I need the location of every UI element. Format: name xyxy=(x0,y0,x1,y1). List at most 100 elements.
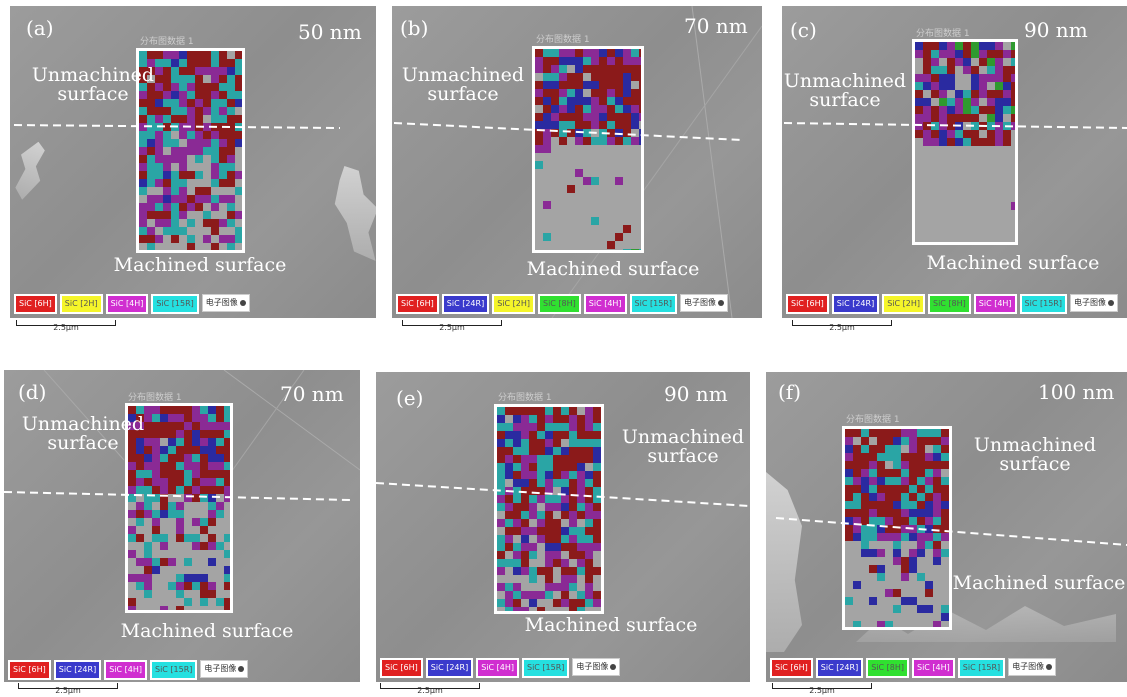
legend-chip: SiC [4H] xyxy=(583,294,627,314)
phase-cell xyxy=(639,73,641,81)
phase-cell xyxy=(147,227,155,235)
phase-cell xyxy=(955,98,963,106)
phase-cell xyxy=(569,575,577,583)
phase-cell xyxy=(553,415,561,423)
phase-cell xyxy=(219,123,227,131)
phase-cell xyxy=(615,49,623,57)
panel-label: (d) xyxy=(18,380,47,404)
phase-cell xyxy=(128,422,136,430)
phase-cell xyxy=(861,533,869,541)
phase-cell xyxy=(639,57,641,65)
phase-cell xyxy=(933,445,941,453)
phase-cell xyxy=(155,123,163,131)
phase-cell xyxy=(979,90,987,98)
phase-cell xyxy=(931,138,939,146)
phase-cell xyxy=(869,477,877,485)
phase-cell xyxy=(192,534,200,542)
phase-cell xyxy=(200,438,208,446)
phase-cell xyxy=(139,235,147,243)
phase-cell xyxy=(947,106,955,114)
phase-cell xyxy=(171,211,179,219)
phase-cell xyxy=(163,91,171,99)
phase-cell xyxy=(192,446,200,454)
legend-chip: SiC [15R] xyxy=(957,658,1006,678)
depth-label: 70 nm xyxy=(684,14,748,38)
phase-cell xyxy=(567,81,575,89)
phase-cell xyxy=(513,559,521,567)
phase-cell xyxy=(521,543,529,551)
phase-cell xyxy=(211,139,219,147)
phase-cell xyxy=(559,89,567,97)
phase-cell xyxy=(168,462,176,470)
phase-cell xyxy=(224,430,230,438)
phase-cell xyxy=(931,66,939,74)
phase-cell xyxy=(537,455,545,463)
phase-cell xyxy=(497,479,505,487)
phase-cell xyxy=(203,91,211,99)
phase-cell xyxy=(845,445,853,453)
phase-cell xyxy=(569,495,577,503)
phase-cell xyxy=(168,486,176,494)
phase-cell xyxy=(995,82,1003,90)
phase-cell xyxy=(909,429,917,437)
phase-cell xyxy=(128,550,136,558)
phase-cell xyxy=(144,414,152,422)
phase-cell xyxy=(179,51,187,59)
phase-cell xyxy=(139,131,147,139)
phase-cell xyxy=(155,51,163,59)
phase-cell xyxy=(909,557,917,565)
phase-cell xyxy=(845,501,853,509)
phase-cell xyxy=(529,591,537,599)
phase-cell xyxy=(893,445,901,453)
phase-cell xyxy=(211,107,219,115)
phase-cell xyxy=(203,67,211,75)
phase-cell xyxy=(593,447,601,455)
phase-cell xyxy=(537,607,545,611)
phase-cell xyxy=(567,73,575,81)
phase-cell xyxy=(139,155,147,163)
phase-cell xyxy=(893,469,901,477)
phase-cell xyxy=(909,477,917,485)
phase-cell xyxy=(147,195,155,203)
phase-cell xyxy=(941,453,949,461)
phase-cell xyxy=(543,201,551,209)
phase-cell xyxy=(947,66,955,74)
phase-cell xyxy=(139,147,147,155)
phase-cell xyxy=(155,115,163,123)
phase-cell xyxy=(569,439,577,447)
phase-cell xyxy=(639,97,641,105)
phase-cell xyxy=(227,235,235,243)
phase-cell xyxy=(923,138,931,146)
phase-cell xyxy=(885,485,893,493)
phase-cell xyxy=(893,589,901,597)
phase-cell xyxy=(139,115,147,123)
phase-cell xyxy=(593,599,601,607)
phase-cell xyxy=(168,502,176,510)
phase-cell xyxy=(203,131,211,139)
phase-cell xyxy=(933,517,941,525)
phase-cell xyxy=(577,567,585,575)
phase-cell xyxy=(931,122,939,130)
phase-cell xyxy=(901,557,909,565)
phase-cell xyxy=(176,590,184,598)
phase-cell xyxy=(561,567,569,575)
phase-cell xyxy=(599,89,607,97)
phase-cell xyxy=(561,575,569,583)
phase-cell xyxy=(128,574,136,582)
phase-cell xyxy=(893,557,901,565)
phase-cell xyxy=(941,437,949,445)
phase-cell xyxy=(567,97,575,105)
phase-cell xyxy=(147,91,155,99)
phase-cell xyxy=(585,575,593,583)
phase-cell xyxy=(1011,114,1015,122)
phase-cell xyxy=(155,195,163,203)
phase-cell xyxy=(947,74,955,82)
phase-cell xyxy=(195,203,203,211)
phase-cell xyxy=(155,59,163,67)
phase-cell xyxy=(553,519,561,527)
phase-cell xyxy=(195,91,203,99)
phase-cell xyxy=(200,518,208,526)
phase-cell xyxy=(505,463,513,471)
phase-cell xyxy=(537,495,545,503)
phase-cell xyxy=(845,477,853,485)
